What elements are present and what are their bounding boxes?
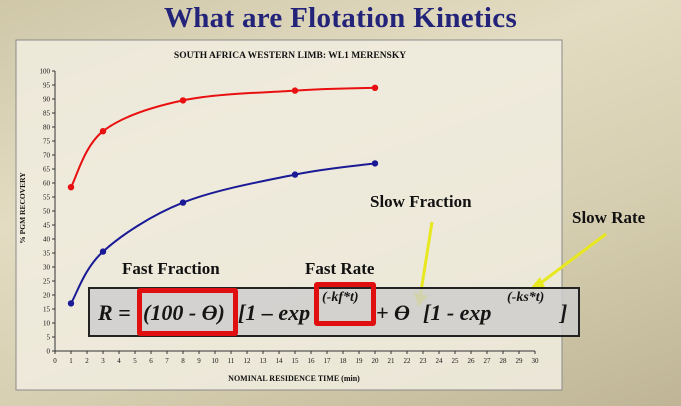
x-tick-label: 15 [292,357,300,365]
y-tick-label: 100 [40,68,51,76]
x-tick-label: 26 [468,357,476,365]
x-axis-label: NOMINAL RESIDENCE TIME (min) [228,374,360,383]
x-tick-label: 24 [436,357,444,365]
slow-rate-label: Slow Rate [572,208,646,227]
x-tick-label: 9 [197,357,201,365]
series-1-point [291,171,299,178]
chart-title: SOUTH AFRICA WESTERN LIMB: WL1 MERENSKY [174,51,406,61]
x-tick-label: 19 [356,357,364,365]
y-tick-label: 25 [43,278,51,286]
fast-rate-label: Fast Rate [305,259,375,278]
y-tick-label: 85 [43,110,51,118]
y-tick-label: 30 [43,264,51,272]
x-tick-label: 0 [53,357,57,365]
x-tick-label: 13 [260,357,268,365]
y-tick-label: 60 [43,180,51,188]
y-tick-label: 5 [47,334,51,342]
chart-panel [15,39,563,391]
x-tick-label: 23 [420,357,428,365]
slide-title: What are Flotation Kinetics [163,2,518,34]
fast-fraction-highlight [137,288,238,336]
slow-fraction-label: Slow Fraction [370,192,472,211]
series-0-point [371,84,379,92]
y-tick-label: 65 [43,166,51,174]
y-tick-label: 35 [43,250,51,258]
series-1-point [371,160,379,167]
y-tick-label: 90 [43,96,51,104]
y-tick-label: 55 [43,194,51,202]
fast-fraction-label: Fast Fraction [122,259,220,278]
y-axis-label: % PGM RECOVERY [18,172,27,244]
x-tick-label: 8 [181,357,185,365]
series-1-point [67,300,75,307]
formula-fast-fraction-term: (100 - ϴ) [143,300,225,325]
y-tick-label: 80 [43,124,51,132]
y-tick-label: 10 [43,320,51,328]
y-tick-label: 40 [43,236,51,244]
y-tick-label: 95 [43,82,51,90]
x-tick-label: 22 [404,357,412,365]
slow-fraction-arrow-shaft [418,221,434,299]
y-tick-label: 70 [43,152,51,160]
series-0-point [99,128,107,135]
series-0-point [291,87,299,94]
x-tick-label: 11 [228,357,235,365]
series-1-point [99,248,107,255]
formula-lhs: R = [98,300,131,325]
x-tick-label: 29 [516,357,524,365]
y-tick-label: 45 [43,222,51,230]
x-tick-label: 12 [244,357,252,365]
chart-series-layer [67,84,379,307]
formula-bracket-2: [1 - exp [423,300,492,325]
x-tick-label: 16 [308,357,316,365]
x-tick-label: 30 [532,357,540,365]
y-tick-label: 75 [43,138,51,146]
formula-slow-exponent: (-ks*t) [507,290,545,305]
y-tick-label: 0 [47,348,51,356]
formula-plus-theta: + ϴ [376,300,410,325]
x-tick-label: 18 [340,357,348,365]
fast-rate-highlight [314,282,376,326]
y-tick-label: 50 [43,208,51,216]
x-tick-label: 7 [165,357,169,365]
series-0-point [67,184,75,191]
formula-bracket-1: [1 – exp [238,300,311,325]
x-tick-label: 4 [117,357,121,365]
x-tick-label: 21 [388,357,396,365]
series-1-point [179,199,187,206]
y-tick-label: 15 [43,306,51,314]
formula-fast-exponent: (-kf*t) [322,290,359,305]
x-tick-label: 17 [324,357,332,365]
kinetics-formula: R = (100 - ϴ) [1 – exp (-kf*t) + ϴ [1 - … [88,287,580,337]
x-tick-label: 6 [149,357,153,365]
slow-rate-arrow-shaft [537,232,607,287]
slow-rate-arrow-head [529,277,546,290]
x-tick-label: 20 [372,357,380,365]
x-tick-label: 2 [85,357,89,365]
x-tick-label: 10 [212,357,220,365]
chart-axes-layer: 0510152025303540455055606570758085909510… [40,68,540,366]
x-tick-label: 25 [452,357,460,365]
x-tick-label: 3 [101,357,105,365]
formula-close-bracket: ] [560,300,568,325]
y-tick-label: 20 [43,292,51,300]
x-tick-label: 1 [69,357,73,365]
x-tick-label: 27 [484,357,492,365]
x-tick-label: 14 [276,357,284,365]
x-tick-label: 28 [500,357,508,365]
x-tick-label: 5 [133,357,137,365]
series-0-point [179,97,187,104]
